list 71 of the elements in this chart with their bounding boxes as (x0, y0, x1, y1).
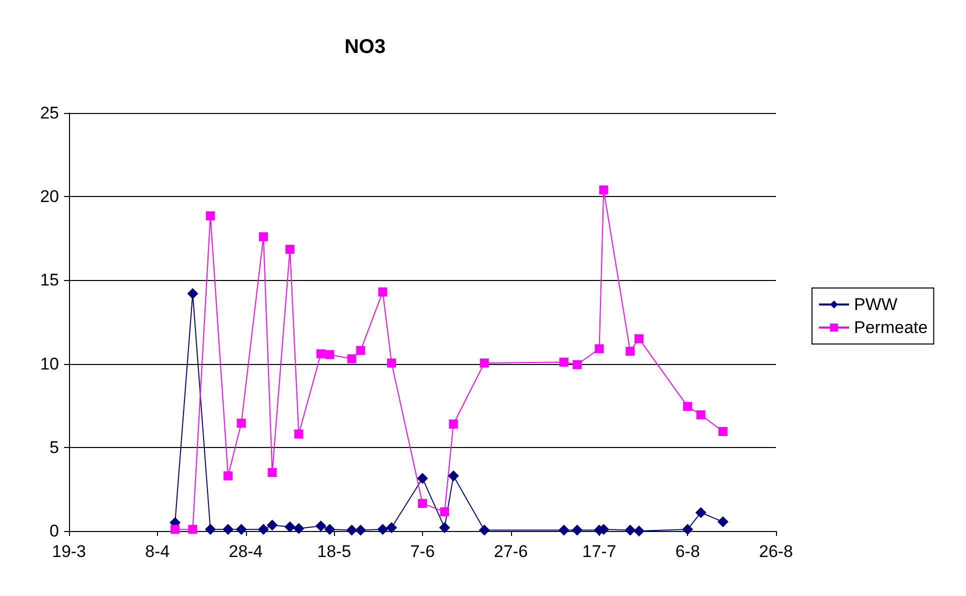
point (284, 521, 296, 532)
point (170, 524, 180, 534)
x-tick-label: 8-4 (145, 542, 170, 561)
point (222, 524, 234, 535)
point (599, 185, 608, 194)
point (594, 344, 604, 354)
y-tick-label: 20 (40, 187, 59, 206)
point (325, 350, 334, 360)
point (626, 346, 635, 356)
point (315, 520, 326, 532)
point (448, 470, 459, 482)
point (634, 334, 644, 344)
point (572, 360, 582, 370)
point (624, 524, 636, 536)
point (316, 349, 326, 358)
y-tick-label: 5 (50, 438, 59, 457)
point (695, 507, 706, 518)
point (417, 472, 428, 484)
point (717, 516, 728, 528)
point (439, 522, 450, 534)
point (418, 498, 427, 508)
point (387, 358, 396, 368)
point (258, 524, 269, 535)
point (293, 522, 304, 534)
y-tick-label: 0 (50, 522, 59, 540)
point (236, 524, 247, 535)
point (206, 211, 215, 220)
legend-label: PWW (854, 295, 898, 314)
point (682, 524, 694, 535)
point (294, 430, 304, 439)
y-tick-label: 10 (40, 354, 59, 374)
point (572, 524, 583, 536)
point (448, 419, 458, 428)
point (377, 524, 388, 535)
point (268, 468, 277, 477)
chart-title: NO3 (344, 36, 386, 58)
x-tick-label: 28-4 (228, 542, 263, 561)
point (440, 507, 450, 516)
point (478, 524, 490, 536)
point (347, 354, 356, 364)
point (634, 526, 645, 536)
point (559, 358, 568, 367)
point (188, 524, 198, 534)
point (718, 427, 728, 436)
x-tick-label: 26-8 (758, 542, 794, 561)
point (285, 244, 294, 254)
point (224, 471, 233, 480)
point (683, 402, 692, 411)
point (236, 418, 246, 428)
point (187, 288, 198, 300)
point (258, 232, 268, 242)
point (696, 410, 706, 420)
y-tick-label: 25 (40, 104, 59, 122)
point (378, 287, 388, 296)
point (346, 524, 358, 536)
x-tick-label: 19-3 (52, 542, 86, 561)
x-tick-label: 6-8 (675, 542, 700, 561)
point (204, 524, 216, 535)
point (324, 524, 336, 535)
x-tick-label: 27-6 (494, 542, 528, 561)
point (355, 524, 366, 536)
x-tick-label: 18-5 (317, 542, 352, 561)
point (558, 524, 570, 536)
y-tick-label: 15 (40, 270, 59, 290)
point (386, 522, 398, 534)
x-tick-label: 17-7 (582, 542, 616, 561)
point (266, 520, 278, 531)
legend-label: Permeate (854, 318, 928, 337)
point (480, 358, 489, 368)
point (356, 346, 366, 355)
x-tick-label: 7-6 (410, 542, 435, 561)
